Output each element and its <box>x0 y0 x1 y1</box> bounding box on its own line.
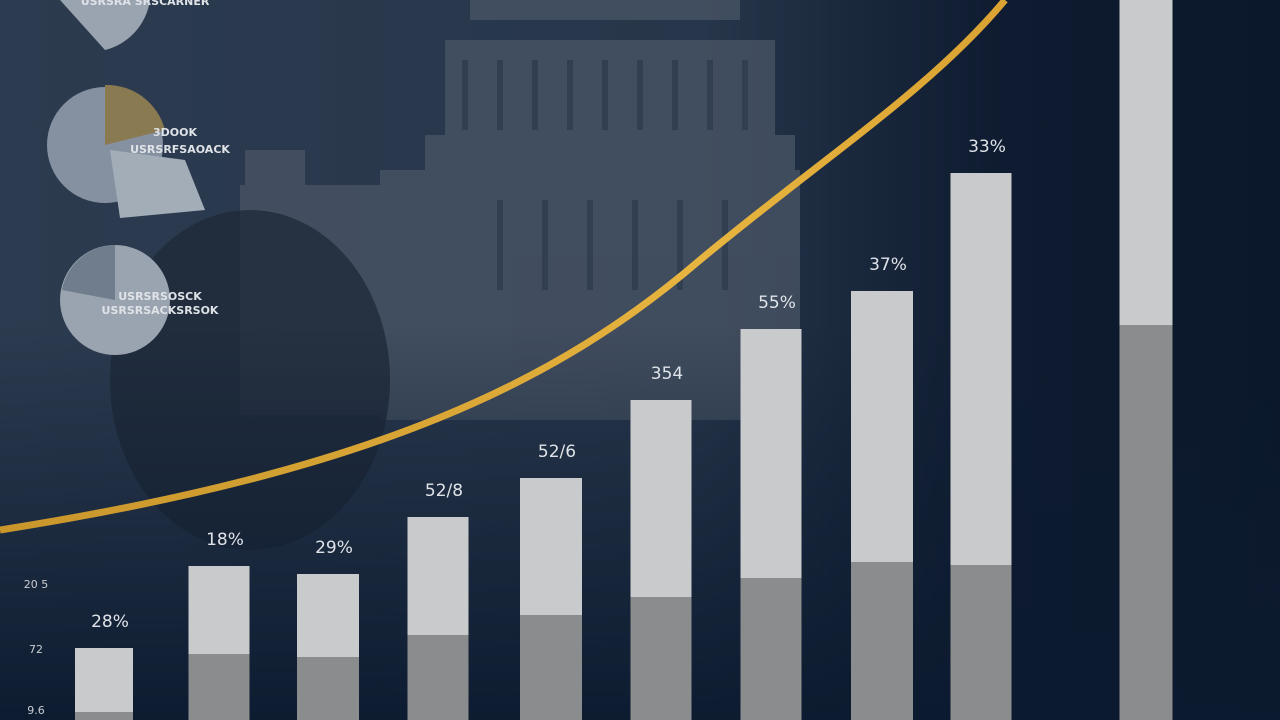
pie-label: USRSRSACKSRSOK <box>102 304 219 317</box>
bar-segment <box>188 566 250 654</box>
pie <box>60 0 150 50</box>
pie-label: USRSRA SRSCARNER <box>81 0 210 8</box>
bar-segment <box>851 562 913 720</box>
bar-segment <box>188 654 250 720</box>
pie-slice <box>105 84 165 145</box>
bar-segment <box>520 478 582 615</box>
pie-label: 3DOOK <box>153 126 197 139</box>
bar-segment <box>297 574 359 657</box>
side-label: 9.6 <box>27 704 45 717</box>
trend-curve <box>0 0 1008 534</box>
bar-segment <box>75 712 133 720</box>
data-label: 52/8 <box>425 481 463 501</box>
pie-label: USRSRSOSCK <box>118 290 202 303</box>
data-label: 52/6 <box>538 442 576 462</box>
pies <box>47 0 205 355</box>
bar-segment <box>740 329 802 578</box>
bar-segment <box>950 565 1012 720</box>
bar-segment <box>407 517 469 635</box>
side-label: 72 <box>29 643 43 656</box>
data-label: 55% <box>758 293 796 313</box>
bar-segment <box>1119 325 1173 720</box>
side-labels: 20 5 72 9.6 <box>24 578 49 717</box>
bar-segment <box>520 615 582 720</box>
data-label: 37% <box>869 255 907 275</box>
pie-label: USRSRFSAOACK <box>130 143 230 156</box>
bar-segment <box>75 648 133 712</box>
bar-segment <box>297 657 359 720</box>
data-label: 354 <box>651 364 683 384</box>
data-label: 29% <box>315 538 353 558</box>
pie-labels: USRSRA SRSCARNER 3DOOK USRSRFSAOACK USRS… <box>81 0 231 317</box>
side-label: 20 5 <box>24 578 49 591</box>
bar-segment <box>851 291 913 562</box>
pie-slice <box>62 245 115 300</box>
data-label: 18% <box>206 530 244 550</box>
bar-segment <box>407 635 469 720</box>
data-label: 33% <box>968 137 1006 157</box>
bar-segment <box>740 578 802 720</box>
data-label: 28% <box>91 612 129 632</box>
bar-segment <box>950 173 1012 565</box>
pie-slice <box>110 150 205 218</box>
bar-segment <box>630 597 692 720</box>
bar-segment <box>1119 0 1173 325</box>
bar-segment <box>630 400 692 597</box>
